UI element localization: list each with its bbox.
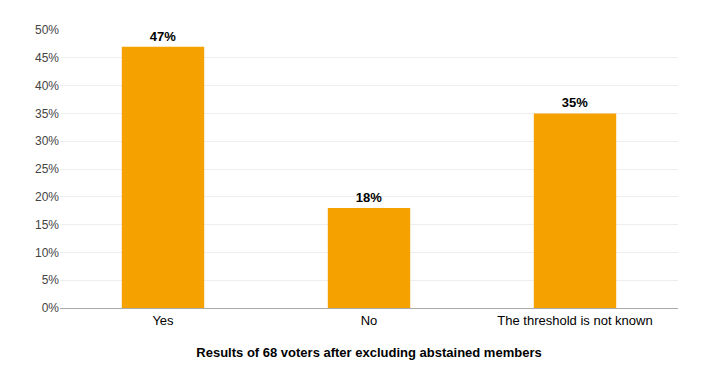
svg-text:Results of 68 voters after exc: Results of 68 voters after excluding abs…	[196, 345, 541, 360]
svg-text:45%: 45%	[35, 51, 59, 65]
svg-text:Yes: Yes	[152, 313, 174, 328]
svg-text:40%: 40%	[35, 79, 59, 93]
svg-text:15%: 15%	[35, 218, 59, 232]
svg-text:No: No	[361, 313, 378, 328]
svg-text:30%: 30%	[35, 134, 59, 148]
svg-text:25%: 25%	[35, 162, 59, 176]
svg-text:35%: 35%	[562, 95, 588, 110]
svg-text:0%: 0%	[42, 301, 60, 315]
svg-text:5%: 5%	[42, 273, 60, 287]
svg-text:50%: 50%	[35, 23, 59, 37]
svg-text:35%: 35%	[35, 107, 59, 121]
svg-text:The threshold is not known: The threshold is not known	[497, 313, 652, 328]
svg-text:20%: 20%	[35, 190, 59, 204]
svg-text:10%: 10%	[35, 246, 59, 260]
svg-text:47%: 47%	[150, 29, 176, 44]
svg-text:18%: 18%	[356, 190, 382, 205]
